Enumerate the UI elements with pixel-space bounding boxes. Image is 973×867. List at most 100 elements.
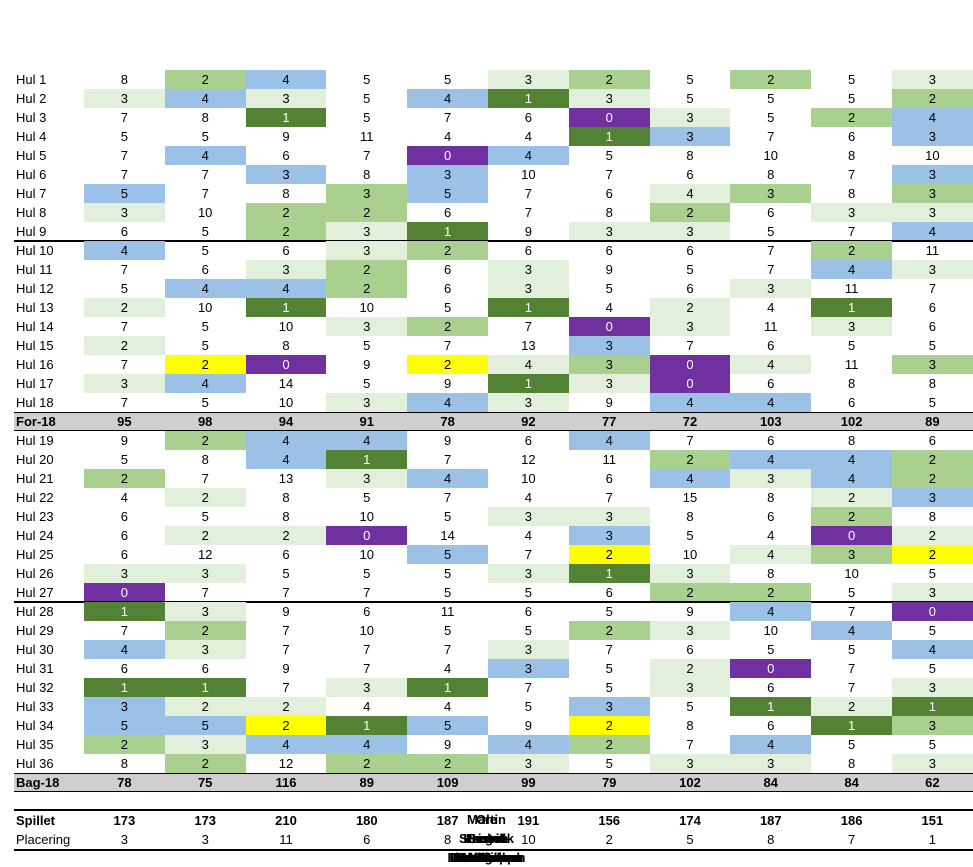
row-label: Placering [16,832,71,847]
score-cell: 0 [326,526,408,545]
header-lines: Henrik Pedersen [0,829,973,867]
score-cell: 7 [120,148,129,163]
score-cell: 6 [524,110,533,125]
score-cell: 10 [359,623,375,638]
score-cell: 6 [120,509,129,524]
score-cell: 4 [524,490,533,505]
score-cell: 8 [363,167,371,182]
row-label: Hul 12 [16,281,54,296]
score-cell: 5 [686,699,694,714]
score-cell: 11 [925,243,940,258]
row-label: Hul 18 [16,395,54,410]
score-cell: 2 [245,697,327,716]
score-cell: 1 [84,678,165,697]
score-cell: 78 [117,775,132,790]
score-cell: 7 [767,243,775,258]
score-cell: 3 [488,260,569,279]
score-cell: 4 [811,260,892,279]
score-cell: 11 [602,452,616,467]
score-cell: 2 [892,89,973,108]
score-cell: 5 [767,642,775,657]
score-cell: 7 [686,433,694,448]
score-cell: 7 [282,623,290,638]
score-cell: 3 [164,640,246,659]
score-cell: 5 [84,184,165,203]
score-cell: 103 [759,414,782,429]
score-cell: 9 [605,395,613,410]
score-cell: 3 [730,754,812,773]
score-cell: 1 [407,222,488,241]
subtotal-band [14,412,973,431]
score-cell: 8 [120,756,129,771]
score-cell: 191 [517,813,540,828]
score-cell: 5 [686,832,694,847]
score-cell: 5 [847,338,856,353]
score-cell: 6 [443,281,452,296]
row-label: Hul 1 [16,72,47,87]
score-cell: 8 [767,490,775,505]
rule [14,849,973,851]
score-cell: 8 [282,186,290,201]
score-cell: 3 [245,165,327,184]
score-cell: 6 [363,832,371,847]
score-cell: 5 [767,110,775,125]
score-cell: 5 [363,566,371,581]
header-line: Jan Nielsen [450,850,523,865]
score-cell: 6 [767,718,775,733]
score-cell: 4 [407,89,488,108]
header-lines: Lars Hoppe [0,848,973,867]
score-cell: 4 [767,528,775,543]
score-cell: 8 [928,376,937,391]
score-cell: 5 [928,566,937,581]
score-cell: 2 [326,754,408,773]
score-cell: 2 [164,526,246,545]
score-cell: 7 [524,319,533,334]
score-cell: 6 [363,604,371,619]
score-cell: 3 [84,89,165,108]
score-cell: 8 [767,167,775,182]
score-cell: 2 [811,507,892,526]
score-cell: 10 [521,471,536,486]
score-cell: 12 [521,452,536,467]
score-cell: 9 [282,661,290,676]
score-cell: 1 [488,298,569,317]
header-line: Stenbæk [459,831,514,846]
score-cell: 10 [682,547,698,562]
row-label: Hul 24 [16,528,54,543]
score-cell: 4 [730,393,812,412]
score-cell: 10 [763,148,779,163]
score-cell: 3 [892,678,973,697]
header-lines: Finn Hansen [0,848,973,867]
score-cell: 9 [524,224,533,239]
score-cell: 1 [326,716,408,735]
score-cell: 9 [363,357,371,372]
score-cell: 4 [84,241,165,260]
score-cell: 9 [443,376,452,391]
score-cell: 8 [847,433,856,448]
score-cell: 3 [488,640,569,659]
score-cell: 5 [164,716,246,735]
score-cell: 3 [84,697,165,716]
score-cell: 4 [730,355,812,374]
score-cell: 6 [524,604,533,619]
score-cell: 5 [605,281,613,296]
score-cell: 14 [278,376,294,391]
column-header: Henrik Pedersen [0,272,516,865]
header-line: Lundgaard [452,850,521,865]
score-cell: 6 [605,243,613,258]
score-cell: 3 [568,355,650,374]
score-cell: 5 [605,680,613,695]
score-cell: 4 [767,300,775,315]
score-cell: 12 [278,756,294,771]
score-cell: 95 [117,414,132,429]
score-cell: 5 [605,148,613,163]
score-cell: 5 [928,737,937,752]
score-cell: 4 [811,621,892,640]
score-cell: 2 [84,469,165,488]
score-cell: 8 [767,566,775,581]
score-cell: 7 [443,642,452,657]
score-cell: 7 [120,110,129,125]
score-cell: 4 [245,279,327,298]
header-line: fersen [466,850,507,865]
row-label: Hul 2 [16,91,47,106]
